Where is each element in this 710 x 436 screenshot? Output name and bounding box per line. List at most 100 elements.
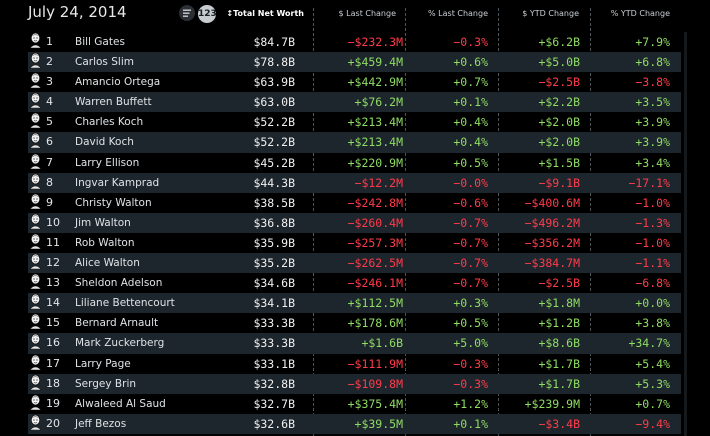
name-cell: Ingvar Kamprad bbox=[75, 176, 160, 189]
col-header-net-worth[interactable]: ↕Total Net Worth bbox=[226, 9, 304, 18]
net-worth-cell: $33.1B bbox=[253, 356, 295, 371]
ytd-change-cell: −$496.2M bbox=[524, 215, 580, 230]
table-row[interactable]: 1 Bill Gates $84.7B −$232.3M −0.3% +$6.2B +7.9… bbox=[28, 32, 681, 52]
ytd-change-cell: +$1.5B bbox=[538, 155, 580, 170]
net-worth-cell: $84.7B bbox=[253, 35, 295, 49]
table-row[interactable]: 10 Jim Walton $36.8B −$260.4M −0.7% −$496.2M −… bbox=[28, 212, 681, 233]
name-cell: Larry Page bbox=[75, 357, 131, 370]
last-change-cell: +$220.9M bbox=[347, 155, 403, 170]
pct-ytd-change-cell: +3.8% bbox=[635, 316, 670, 331]
table-row[interactable]: 11 Rob Walton $35.9B −$257.3M −0.7% −$356.2M −… bbox=[28, 233, 681, 253]
date-label: July 24, 2014 bbox=[28, 3, 127, 21]
table-row[interactable]: 20 Jeff Bezos $32.6B +$39.5M +0.1% −$3.4B −9.4… bbox=[28, 413, 681, 434]
table-row[interactable]: 18 Sergey Brin $32.8B −$109.8M −0.3% +$1.7B +5… bbox=[28, 373, 681, 394]
rank-cell: 3 bbox=[46, 75, 53, 89]
ytd-change-cell: −$9.1B bbox=[538, 175, 580, 190]
table-row[interactable]: 17 Larry Page $33.1B −$111.9M −0.3% +$1.7B +5.… bbox=[28, 354, 681, 374]
table-row[interactable]: 15 Bernard Arnault $33.3B +$178.6M +0.5% +$1.… bbox=[28, 313, 681, 333]
rank-cell: 12 bbox=[46, 256, 60, 270]
rank-cell: 9 bbox=[46, 195, 53, 209]
col-header-pct-ytd-change[interactable]: % YTD Change bbox=[610, 9, 670, 18]
pct-last-change-cell: +5.0% bbox=[453, 336, 488, 351]
pct-ytd-change-cell: −9.4% bbox=[635, 416, 670, 431]
rank-cell: 1 bbox=[46, 35, 53, 48]
pct-ytd-change-cell: −1.3% bbox=[635, 215, 670, 230]
col-header-pct-last-change[interactable]: % Last Change bbox=[428, 9, 488, 18]
ytd-change-cell: +$8.6B bbox=[538, 336, 580, 351]
table-row[interactable]: 19 Alwaleed Al Saud $32.7B +$375.4M +1.2% +$2… bbox=[28, 394, 681, 414]
net-worth-cell: $32.7B bbox=[253, 396, 295, 411]
table-row[interactable]: 13 Sheldon Adelson $34.6B −$246.1M −0.7% −$2.… bbox=[28, 273, 681, 293]
ytd-change-cell: +$1.2B bbox=[538, 316, 580, 331]
ytd-change-cell: +$2.0B bbox=[538, 135, 580, 150]
last-change-cell: +$178.6M bbox=[347, 316, 403, 331]
net-worth-cell: $45.2B bbox=[253, 155, 295, 170]
pct-last-change-cell: −0.7% bbox=[453, 215, 488, 230]
ytd-change-cell: +$1.8M bbox=[538, 296, 580, 311]
ytd-change-cell: +$1.7B bbox=[538, 376, 580, 391]
col-header-ytd-change[interactable]: $ YTD Change bbox=[522, 9, 579, 18]
avatar-icon bbox=[29, 92, 42, 109]
avatar-icon bbox=[29, 112, 42, 129]
ytd-change-cell: −$2.5B bbox=[538, 276, 580, 291]
table-row[interactable]: 3 Amancio Ortega $63.9B +$442.9M +0.7% −$2.5B… bbox=[28, 72, 681, 92]
col-header-last-change[interactable]: $ Last Change bbox=[338, 9, 396, 18]
pct-ytd-change-cell: −1.0% bbox=[635, 235, 670, 250]
avatar-icon bbox=[29, 193, 42, 210]
numbers-view-button[interactable]: 123 bbox=[198, 5, 217, 23]
last-change-cell: −$242.8M bbox=[347, 195, 403, 210]
ytd-change-cell: −$3.4B bbox=[538, 416, 580, 431]
ytd-change-cell: −$356.2M bbox=[524, 235, 580, 250]
name-cell: Amancio Ortega bbox=[75, 76, 161, 89]
ytd-change-cell: +$5.0B bbox=[538, 55, 580, 70]
avatar-icon bbox=[29, 213, 42, 230]
table-row[interactable]: 12 Alice Walton $35.2B −$262.5M −0.7% −$384.7… bbox=[28, 253, 681, 274]
rank-cell: 15 bbox=[46, 316, 60, 330]
pct-last-change-cell: −0.7% bbox=[453, 276, 488, 291]
table-row[interactable]: 2 Carlos Slim $78.8B +$459.4M +0.6% +$5.0B +6.… bbox=[28, 52, 681, 73]
pct-last-change-cell: −0.0% bbox=[453, 175, 488, 190]
pct-last-change-cell: +0.5% bbox=[453, 316, 488, 331]
net-worth-cell: $36.8B bbox=[253, 215, 295, 230]
net-worth-cell: $33.3B bbox=[253, 316, 295, 331]
table-row[interactable]: 5 Charles Koch $52.2B +$213.4M +0.4% +$2.0B +3… bbox=[28, 112, 681, 132]
table-row[interactable]: 8 Ingvar Kamprad $44.3B −$12.2M −0.0% −$9.1B −… bbox=[28, 172, 681, 193]
name-cell: Jim Walton bbox=[75, 216, 131, 229]
list-view-button[interactable] bbox=[179, 5, 195, 21]
table-row[interactable]: 6 David Koch $52.2B +$213.4M +0.4% +$2.0B +3.9… bbox=[28, 132, 681, 153]
last-change-cell: −$232.3M bbox=[347, 35, 403, 49]
pct-last-change-cell: +0.1% bbox=[453, 95, 488, 110]
pct-last-change-cell: +0.4% bbox=[453, 115, 488, 130]
table-row[interactable]: 14 Liliane Bettencourt $34.1B +$112.5M +0.3%… bbox=[28, 293, 681, 314]
name-cell: Mark Zuckerberg bbox=[75, 337, 165, 350]
rank-cell: 8 bbox=[46, 175, 53, 189]
net-worth-cell: $78.8B bbox=[253, 55, 295, 70]
last-change-cell: +$213.4M bbox=[347, 115, 403, 130]
name-cell: Carlos Slim bbox=[75, 56, 134, 69]
table-row[interactable]: 9 Christy Walton $38.5B −$242.8M −0.6% −$400.… bbox=[28, 193, 681, 213]
pct-last-change-cell: −0.3% bbox=[453, 35, 488, 49]
pct-last-change-cell: −0.3% bbox=[453, 356, 488, 371]
table-row[interactable]: 4 Warren Buffett $63.0B +$76.2M +0.1% +$2.2B +… bbox=[28, 92, 681, 113]
net-worth-cell: $34.6B bbox=[253, 276, 295, 291]
scrollbar[interactable] bbox=[684, 32, 687, 436]
last-change-cell: +$213.4M bbox=[347, 135, 403, 150]
name-cell: Bernard Arnault bbox=[75, 317, 159, 330]
rank-cell: 13 bbox=[46, 276, 60, 290]
avatar-icon bbox=[29, 253, 42, 270]
table-row[interactable]: 16 Mark Zuckerberg $33.3B +$1.6B +5.0% +$8.6B… bbox=[28, 333, 681, 354]
last-change-cell: +$1.6B bbox=[361, 336, 403, 351]
net-worth-cell: $63.0B bbox=[253, 95, 295, 110]
ytd-change-cell: +$2.0B bbox=[538, 115, 580, 130]
pct-ytd-change-cell: +0.0% bbox=[635, 296, 670, 311]
avatar-icon bbox=[29, 233, 42, 250]
name-cell: Liliane Bettencourt bbox=[75, 297, 175, 310]
avatar-icon bbox=[29, 72, 42, 89]
ytd-change-cell: −$400.6M bbox=[524, 195, 580, 210]
ytd-change-cell: +$2.2B bbox=[538, 95, 580, 110]
pct-last-change-cell: −0.6% bbox=[453, 195, 488, 210]
rank-cell: 5 bbox=[46, 115, 53, 129]
table-row[interactable]: 7 Larry Ellison $45.2B +$220.9M +0.5% +$1.5B +… bbox=[28, 153, 681, 173]
rank-cell: 11 bbox=[46, 235, 60, 249]
